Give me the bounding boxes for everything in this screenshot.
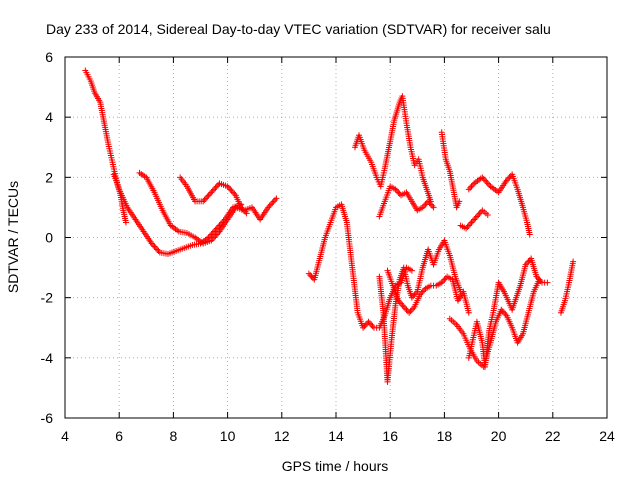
x-tick-label: 8 — [170, 428, 178, 444]
series-track-4 — [177, 174, 250, 217]
series-track-12 — [465, 255, 551, 370]
series-track-9 — [384, 267, 472, 316]
series-track-8 — [376, 183, 437, 220]
x-tick-label: 10 — [220, 428, 236, 444]
x-tick-label: 4 — [61, 428, 69, 444]
data-point — [243, 210, 250, 217]
data-point — [544, 279, 551, 286]
y-tick-label: 2 — [45, 169, 53, 185]
x-tick-label: 16 — [382, 428, 398, 444]
x-tick-label: 22 — [545, 428, 561, 444]
series-track-3 — [136, 169, 280, 247]
y-tick-label: -4 — [41, 350, 54, 366]
data-point — [465, 309, 472, 316]
x-axis-label: GPS time / hours — [282, 458, 389, 474]
series-track-13 — [457, 207, 491, 232]
y-axis-label: SDTVAR / TECUs — [5, 181, 21, 293]
data-point — [570, 258, 577, 265]
x-tick-label: 20 — [491, 428, 507, 444]
y-tick-label: 4 — [45, 109, 53, 125]
y-tick-label: -6 — [41, 410, 54, 426]
x-tick-labels: 4 6 8 10 12 14 16 18 20 22 24 — [61, 428, 615, 444]
grid-lines — [65, 57, 607, 418]
series-track-10 — [438, 129, 463, 211]
data-point — [273, 195, 280, 202]
axis-ticks — [64, 56, 608, 419]
data-point — [456, 198, 463, 205]
data-point — [526, 231, 533, 238]
y-tick-label: -2 — [41, 290, 54, 306]
data-points — [82, 67, 577, 385]
series-track-15 — [557, 258, 577, 316]
x-tick-label: 6 — [115, 428, 123, 444]
y-tick-labels: -6 -4 -2 0 2 4 6 — [41, 49, 54, 426]
series-track-14 — [465, 171, 533, 238]
y-tick-label: 0 — [45, 230, 53, 246]
x-tick-label: 12 — [274, 428, 290, 444]
x-tick-label: 24 — [599, 428, 615, 444]
x-tick-label: 18 — [437, 428, 453, 444]
series-track-6 — [351, 93, 434, 205]
data-point — [484, 211, 491, 218]
data-point — [122, 219, 129, 226]
data-point — [430, 204, 437, 211]
x-tick-label: 14 — [328, 428, 344, 444]
data-point — [408, 267, 415, 274]
chart-title: Day 233 of 2014, Sidereal Day-to-day VTE… — [46, 21, 551, 37]
y-tick-label: 6 — [45, 49, 53, 65]
